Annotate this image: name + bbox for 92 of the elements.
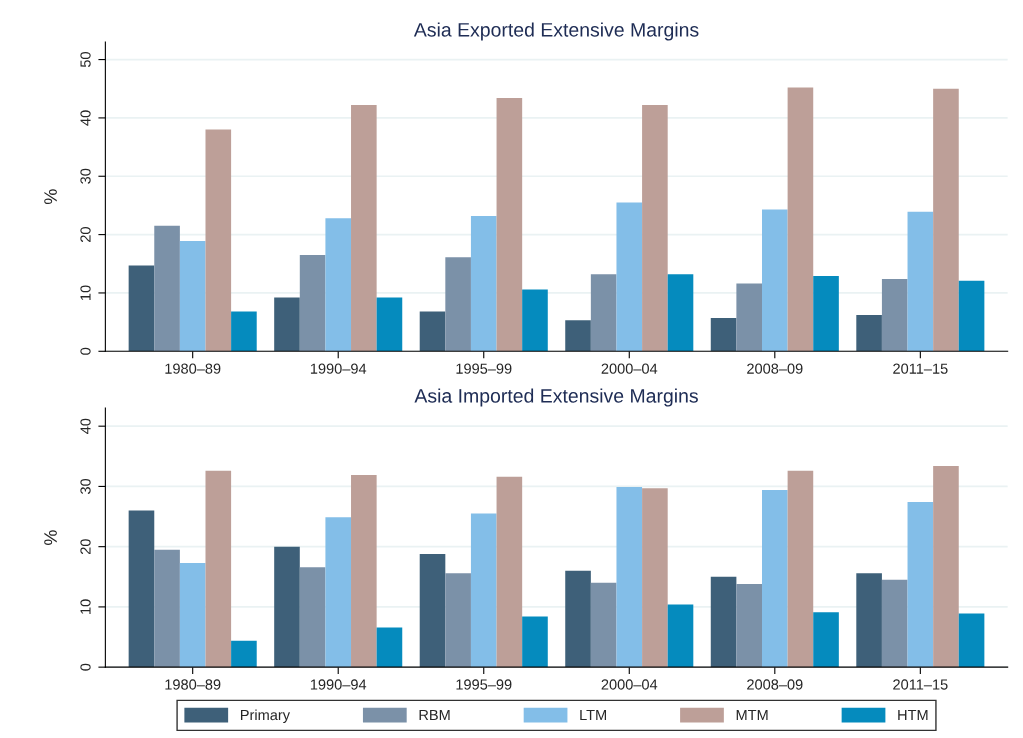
bar	[710, 318, 737, 352]
bar	[933, 465, 959, 668]
bar	[231, 640, 257, 668]
bar	[565, 320, 591, 352]
bar	[522, 289, 548, 352]
bar	[616, 487, 643, 668]
bar	[419, 553, 446, 668]
bar	[325, 218, 352, 352]
bar	[907, 211, 934, 352]
bar	[813, 612, 839, 668]
bar	[445, 257, 471, 352]
bar	[445, 573, 471, 668]
x-tick-label: 2011–15	[893, 679, 948, 690]
bar	[470, 215, 497, 352]
bar	[154, 225, 180, 352]
bar	[205, 129, 232, 352]
bar	[351, 105, 377, 352]
bar	[813, 276, 839, 352]
bar	[736, 584, 762, 668]
bar	[179, 562, 206, 668]
y-tick-label: 20	[80, 227, 91, 242]
bar	[881, 278, 908, 352]
bar	[419, 311, 446, 352]
x-tick-label: 1980–89	[165, 363, 221, 374]
bar	[762, 209, 788, 352]
bar	[179, 241, 206, 352]
bar	[907, 502, 934, 668]
bar	[667, 604, 694, 668]
bar	[299, 567, 326, 668]
bar	[590, 582, 617, 668]
x-tick-label: 2011–15	[893, 363, 948, 374]
y-axis-title: %	[44, 189, 57, 205]
bar	[710, 576, 737, 668]
x-tick-label: 1995–99	[456, 363, 512, 374]
bar	[496, 98, 523, 352]
bar	[128, 510, 155, 668]
bar	[496, 476, 523, 668]
bar	[762, 490, 788, 668]
y-tick-label: 10	[80, 599, 91, 614]
bar	[856, 573, 882, 668]
x-tick-label: 2008–09	[747, 679, 803, 690]
bar	[642, 488, 668, 668]
y-tick-label: 20	[80, 539, 91, 555]
bar	[958, 613, 985, 668]
bar	[325, 517, 352, 668]
bar	[351, 474, 377, 668]
chart-title: Asia Imported Extensive Margins	[414, 388, 698, 407]
legend-label: RBM	[419, 710, 450, 721]
bar	[376, 297, 403, 352]
bar	[231, 311, 257, 352]
x-tick-label: 1995–99	[456, 679, 512, 690]
bar	[565, 570, 591, 668]
bar	[881, 579, 908, 668]
bar	[958, 280, 985, 352]
bar	[299, 255, 326, 352]
y-tick-label: 10	[80, 285, 91, 300]
legend-label: LTM	[580, 710, 606, 721]
y-tick-label: 40	[80, 110, 91, 126]
y-tick-label: 40	[80, 418, 91, 434]
x-tick-label: 2000–04	[601, 679, 658, 690]
bar	[933, 88, 959, 352]
y-tick-label: 30	[80, 168, 91, 184]
x-tick-label: 2000–04	[601, 363, 658, 374]
x-tick-label: 1990–94	[310, 363, 367, 374]
bar	[616, 202, 643, 352]
legend-label: MTM	[736, 710, 768, 721]
bar	[856, 315, 882, 352]
x-tick-label: 1980–89	[165, 679, 221, 690]
bar	[642, 105, 668, 352]
bar	[274, 546, 300, 668]
bar	[128, 265, 155, 352]
x-tick-label: 2008–09	[747, 363, 803, 374]
bar	[274, 297, 300, 352]
y-tick-label: 50	[80, 52, 91, 68]
y-tick-label: 0	[80, 663, 91, 671]
bar	[787, 470, 814, 668]
bar	[522, 616, 548, 668]
chart-title: Asia Exported Extensive Margins	[413, 22, 699, 41]
legend-label: Primary	[240, 709, 290, 724]
y-axis-title: %	[44, 530, 57, 546]
bar	[667, 274, 694, 352]
y-tick-label: 30	[80, 478, 91, 494]
bar	[736, 283, 762, 352]
bar	[787, 87, 814, 352]
bar	[205, 470, 232, 668]
bar	[154, 549, 180, 668]
y-tick-label: 0	[80, 347, 91, 355]
legend-label: HTM	[898, 710, 928, 721]
x-tick-label: 1990–94	[310, 679, 367, 690]
bar	[590, 274, 617, 352]
bar	[470, 513, 497, 668]
bar	[376, 627, 403, 668]
